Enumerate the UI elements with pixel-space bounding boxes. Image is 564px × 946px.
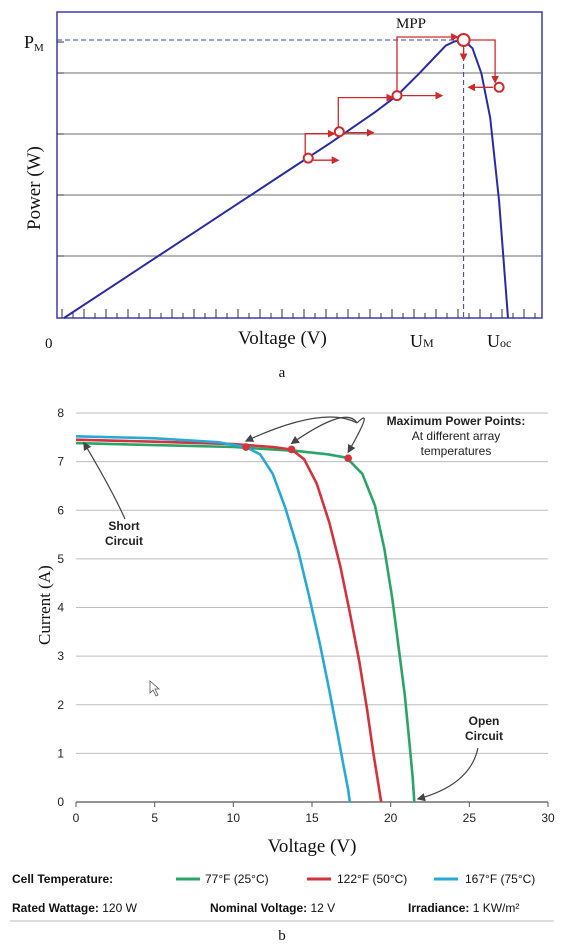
short-circuit-line1: Short xyxy=(108,519,139,533)
irradiance: Irradiance: 1 KW/m² xyxy=(408,901,519,915)
mppt-step-arrow xyxy=(469,39,499,84)
tracking-point xyxy=(302,152,314,164)
mpp-annotation-line2: At different array xyxy=(412,429,501,443)
y-tick-label: 5 xyxy=(57,552,64,566)
mpp-annotation-arrow xyxy=(290,416,358,445)
chart-b-series-lines xyxy=(75,435,416,803)
x-tick-label: 25 xyxy=(463,811,477,825)
max-power-point xyxy=(287,445,296,454)
y-tick-label: 8 xyxy=(57,406,64,420)
y-tick-label: 4 xyxy=(57,601,64,615)
chart-a-tracking-points xyxy=(302,33,505,164)
chart-b-x-axis-label: Voltage (V) xyxy=(268,836,357,857)
x-tick-label: 0 xyxy=(73,811,80,825)
tracking-point xyxy=(391,90,403,102)
chart-a-gridlines xyxy=(57,41,542,257)
open-circuit-line2: Circuit xyxy=(465,729,503,743)
spec-row: Rated Wattage: 120 W Nominal Voltage: 12… xyxy=(12,901,519,915)
y-tick-label: 6 xyxy=(57,503,64,517)
mpp-annotation-arrow xyxy=(244,416,358,442)
x-tick-label: 30 xyxy=(541,811,555,825)
mouse-pointer-icon xyxy=(149,680,161,697)
legend-title: Cell Temperature: xyxy=(12,872,113,886)
chart-b-x-tick-labels: 0 5 10 15 20 25 30 xyxy=(73,802,555,825)
nominal-voltage: Nominal Voltage: 12 V xyxy=(210,901,335,915)
short-circuit-line2: Circuit xyxy=(105,534,143,548)
pm-label: PM xyxy=(24,32,44,54)
y-tick-label: 2 xyxy=(57,698,64,712)
legend-label-75c: 167°F (75°C) xyxy=(465,872,535,886)
um-label: UM xyxy=(410,331,434,351)
max-power-point xyxy=(344,454,352,463)
caption-a: a xyxy=(279,365,286,381)
y-tick-label: 7 xyxy=(57,455,64,469)
chart-b-max-power-points xyxy=(242,443,352,463)
x-tick-label: 20 xyxy=(384,811,398,825)
mpp-annotation-title: Maximum Power Points: xyxy=(387,414,526,428)
mppt-step-arrow xyxy=(337,93,395,131)
series-line-2 xyxy=(75,435,352,803)
mpp-label: MPP xyxy=(396,16,426,32)
x-tick-label: 15 xyxy=(305,811,319,825)
mppt-step-arrow xyxy=(396,33,459,92)
caption-b: b xyxy=(278,928,286,944)
chart-a-axis-ticks xyxy=(61,309,536,318)
chart-a-mppt-tracking-path xyxy=(304,33,499,165)
legend-label-50c: 122°F (50°C) xyxy=(337,872,407,886)
chart-a-x-axis-label: Voltage (V) xyxy=(238,328,327,349)
tracking-point xyxy=(333,126,345,138)
mpp-point xyxy=(456,33,471,47)
short-circuit-arrow xyxy=(83,441,126,520)
chart-b-y-tick-labels: 0 1 2 3 4 5 6 7 8 xyxy=(57,406,64,809)
series-line-1 xyxy=(75,438,383,803)
mppt-step-arrow xyxy=(304,129,336,159)
open-circuit-arrow xyxy=(416,747,479,802)
chart-a-power-curve xyxy=(63,38,509,319)
mpp-annotation-line3: temperatures xyxy=(421,444,492,458)
series-line-0 xyxy=(75,441,416,803)
max-power-point xyxy=(242,443,250,451)
chart-a-y-axis-label: Power (W) xyxy=(24,146,45,230)
chart-a-power-voltage: MPP PM Power (W) 0 Voltage (V) UM Uoc a xyxy=(24,11,543,381)
rated-wattage: Rated Wattage: 120 W xyxy=(12,901,138,915)
chart-b-annotation-arrows xyxy=(83,416,479,802)
open-circuit-line1: Open xyxy=(469,714,500,728)
legend-label-25c: 77°F (25°C) xyxy=(205,872,269,886)
chart-b-current-voltage: 0 5 10 15 20 25 30 0 1 2 3 4 5 6 7 8 Current (A) Volta… xyxy=(10,406,555,944)
tracking-point xyxy=(493,81,505,93)
y-tick-label: 0 xyxy=(57,795,64,809)
x-tick-label: 10 xyxy=(227,811,241,825)
chart-a-plot-frame xyxy=(56,11,543,319)
uoc-label: Uoc xyxy=(487,331,511,351)
origin-label: 0 xyxy=(45,336,53,352)
legend: Cell Temperature: 77°F (25°C) 122°F (50°… xyxy=(12,872,535,886)
chart-b-y-axis-label: Current (A) xyxy=(35,565,54,645)
x-tick-label: 5 xyxy=(151,811,158,825)
mpp-annotation-arrow xyxy=(347,417,365,454)
y-tick-label: 1 xyxy=(57,746,64,760)
y-tick-label: 3 xyxy=(57,649,64,663)
